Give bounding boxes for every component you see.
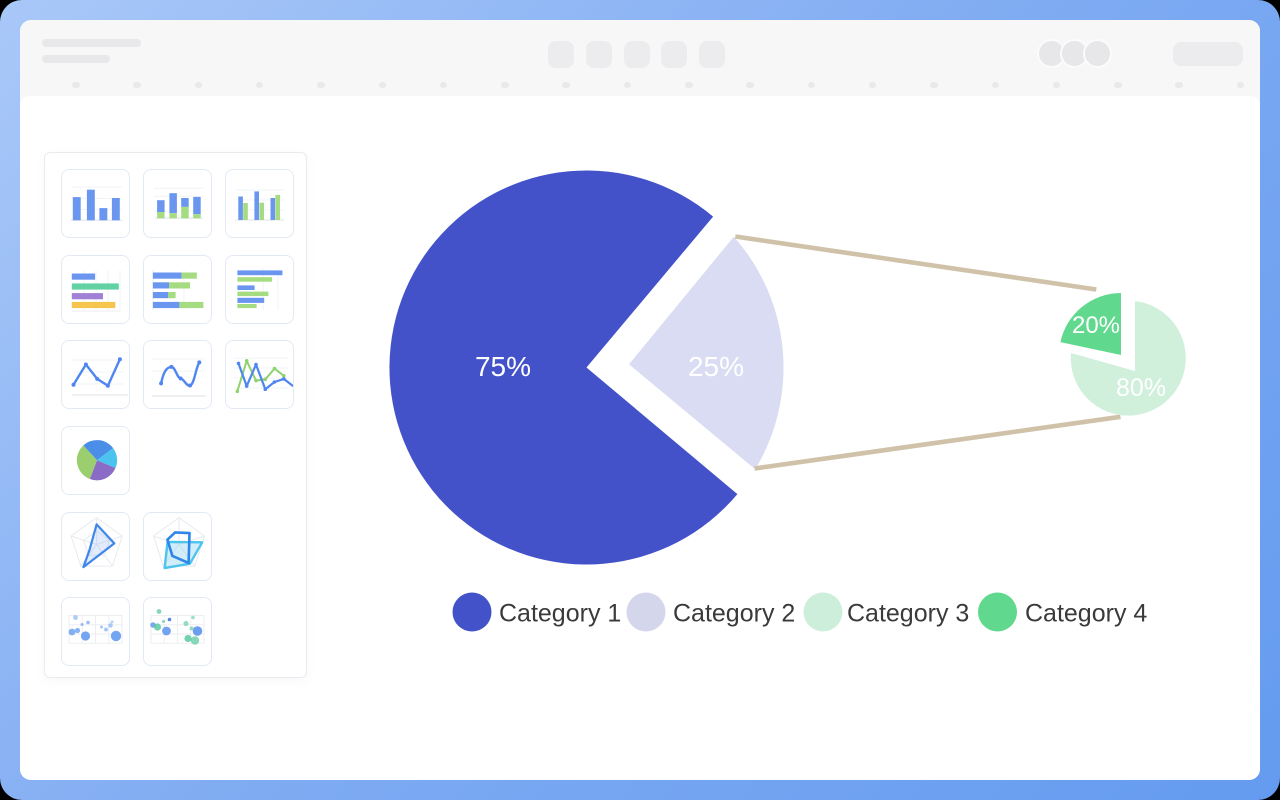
svg-text:25%: 25% <box>688 351 744 382</box>
svg-text:Category 1: Category 1 <box>499 600 621 628</box>
svg-text:Category 4: Category 4 <box>1025 600 1147 628</box>
svg-text:75%: 75% <box>475 351 531 382</box>
svg-text:Category 2: Category 2 <box>673 600 795 628</box>
svg-text:20%: 20% <box>1072 312 1120 339</box>
svg-text:80%: 80% <box>1116 374 1166 402</box>
svg-text:Category 3: Category 3 <box>847 600 969 628</box>
